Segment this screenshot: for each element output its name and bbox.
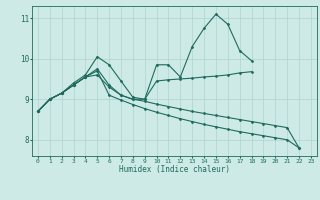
X-axis label: Humidex (Indice chaleur): Humidex (Indice chaleur) <box>119 165 230 174</box>
